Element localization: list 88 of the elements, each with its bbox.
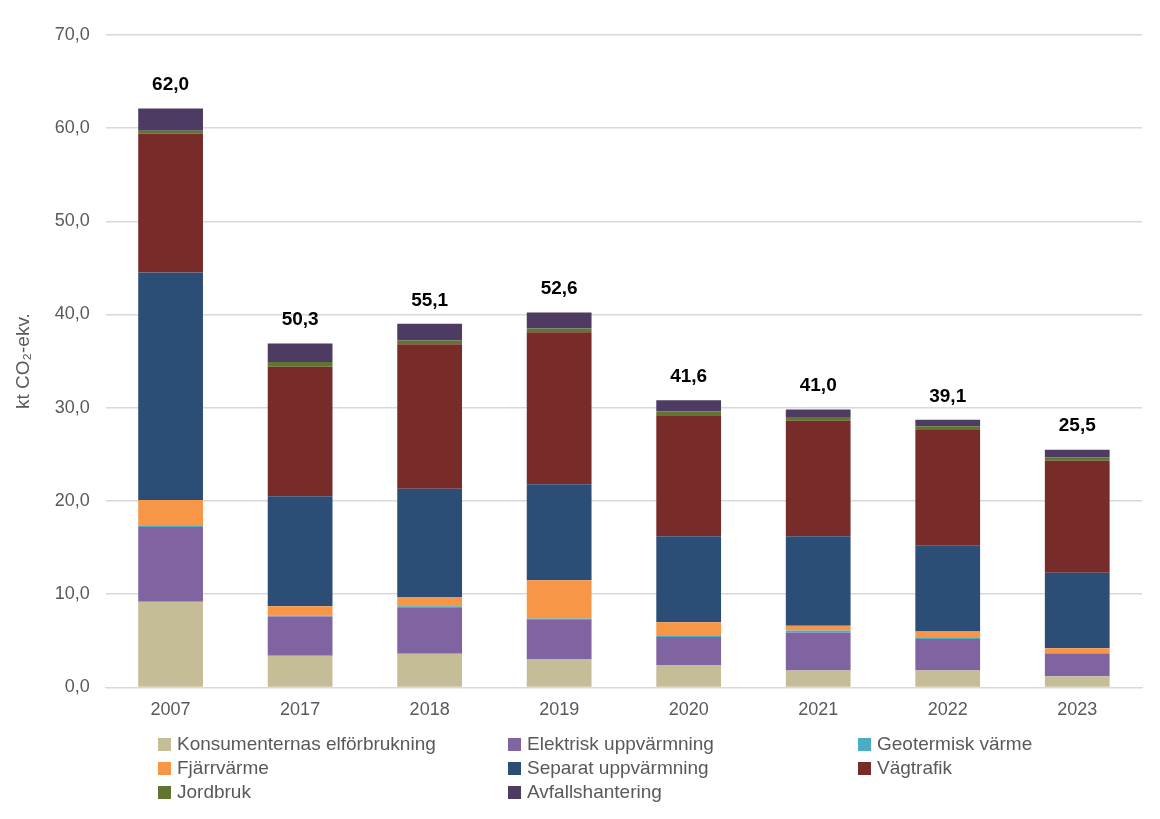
bar — [526, 332, 592, 485]
bar — [526, 328, 592, 333]
bar — [138, 272, 203, 501]
bar — [785, 625, 851, 631]
bar — [915, 631, 981, 638]
bar — [915, 419, 981, 427]
x-tick-label: 2020 — [668, 699, 709, 720]
annotation: 41,6 — [670, 364, 708, 386]
legend-label: Fjärrvärme — [177, 757, 269, 779]
annotation: 25,5 — [1058, 414, 1097, 436]
bar — [397, 596, 463, 607]
y-tick-label: 70,0 — [54, 23, 90, 44]
bar — [1044, 449, 1110, 458]
bar — [656, 622, 722, 637]
annotation: 55,1 — [411, 288, 449, 310]
bar — [138, 133, 203, 273]
bar — [656, 415, 722, 537]
x-tick-label: 2019 — [539, 699, 580, 720]
bar — [915, 638, 981, 671]
bar — [915, 430, 981, 546]
bar — [138, 130, 203, 134]
y-tick-label: 60,0 — [54, 117, 90, 137]
x-tick-label: 2018 — [409, 699, 450, 720]
bar — [526, 484, 592, 581]
bar — [1044, 648, 1110, 653]
bar — [785, 670, 851, 687]
bar — [267, 366, 333, 497]
y-tick-label: 40,0 — [54, 303, 90, 324]
bar — [397, 653, 463, 687]
bar — [1044, 676, 1110, 687]
bar — [397, 344, 463, 489]
bar — [656, 637, 722, 666]
bar — [1044, 653, 1110, 677]
annotation: 39,1 — [929, 384, 967, 406]
bar — [656, 400, 722, 412]
bar — [785, 420, 851, 537]
x-tick-label: 2007 — [150, 699, 191, 720]
bar — [526, 312, 592, 329]
annotation: 62,0 — [152, 73, 190, 95]
y-tick-label: 0,0 — [64, 676, 90, 697]
bar — [915, 545, 981, 632]
legend-label: Avfallshantering — [527, 781, 662, 803]
bar — [397, 488, 463, 597]
bar — [915, 426, 981, 431]
bar — [138, 500, 203, 527]
x-tick-label: 2017 — [280, 699, 321, 720]
bar — [267, 606, 333, 616]
bar — [1044, 457, 1110, 461]
bar — [656, 665, 722, 687]
bar — [1044, 572, 1110, 649]
bar — [656, 536, 722, 623]
y-tick-label: 30,0 — [54, 396, 90, 417]
bar — [267, 655, 333, 687]
x-tick-label: 2023 — [1057, 699, 1098, 720]
bar — [267, 362, 333, 367]
bar — [1044, 460, 1110, 573]
bar — [267, 343, 333, 363]
legend-label: Jordbruk — [177, 781, 251, 803]
y-tick-label: 20,0 — [54, 489, 90, 510]
bar — [526, 619, 592, 660]
bar — [397, 323, 463, 341]
legend-label: Geotermisk värme — [877, 733, 1033, 755]
legend-label: Vägtrafik — [877, 757, 952, 779]
y-tick-label: 50,0 — [54, 210, 90, 231]
bar — [785, 632, 851, 671]
legend-label: Konsumenternas elförbrukning — [177, 733, 436, 755]
bar — [138, 108, 203, 131]
annotation: 50,3 — [281, 308, 319, 330]
y-tick-label: 10,0 — [54, 583, 90, 604]
legend-label: Separat uppvärmning — [527, 757, 709, 779]
bar — [785, 409, 851, 418]
bar — [526, 580, 592, 619]
bar — [656, 411, 722, 416]
annotation: 41,0 — [799, 374, 837, 396]
bar — [526, 659, 592, 687]
bar — [785, 417, 851, 421]
x-tick-label: 2022 — [927, 699, 968, 720]
x-tick-label: 2021 — [798, 699, 839, 720]
bar — [397, 607, 463, 654]
legend-label: Elektrisk uppvärmning — [527, 733, 714, 755]
bar — [915, 670, 981, 687]
bar — [267, 616, 333, 656]
y-axis-title: kt CO₂-ekv. — [11, 313, 33, 409]
annotation: 52,6 — [540, 277, 578, 299]
bar — [138, 527, 203, 602]
bar — [785, 536, 851, 626]
bar — [138, 601, 203, 687]
bar — [267, 496, 333, 607]
